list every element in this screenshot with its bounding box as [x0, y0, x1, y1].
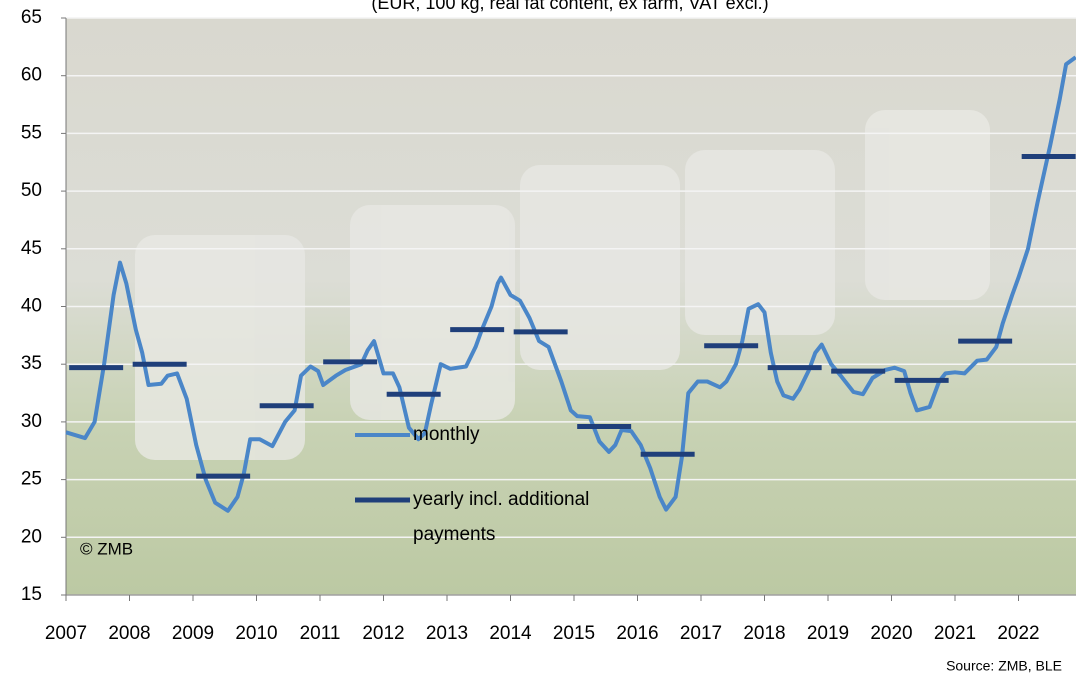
x-tick-label: 2021: [934, 623, 976, 644]
x-tick-label: 2013: [426, 623, 468, 644]
x-tick-label: 2008: [108, 623, 150, 644]
source: Source: ZMB, BLE: [946, 658, 1062, 674]
x-tick-label: 2022: [997, 623, 1039, 644]
x-tick-label: 2007: [45, 623, 87, 644]
y-tick-label: 30: [21, 411, 42, 432]
legend-label: yearly incl. additional payments: [413, 489, 589, 545]
y-tick-label: 50: [21, 180, 42, 201]
x-tick-label: 2019: [807, 623, 849, 644]
y-tick-label: 40: [21, 296, 42, 317]
x-tick-label: 2009: [172, 623, 214, 644]
x-tick-label: 2012: [362, 623, 404, 644]
y-tick-label: 20: [21, 526, 42, 547]
chart-subtitle: (EUR, 100 kg, real fat content, ex farm,…: [371, 0, 768, 13]
annotation: © ZMB: [80, 539, 133, 558]
x-tick-label: 2017: [680, 623, 722, 644]
y-tick-label: 25: [21, 469, 42, 490]
x-tick-label: 2018: [743, 623, 785, 644]
x-tick-label: 2015: [553, 623, 595, 644]
y-tick-label: 65: [21, 7, 42, 28]
x-tick-label: 2011: [300, 623, 341, 644]
y-tick-label: 15: [21, 584, 42, 605]
x-tick-label: 2010: [235, 623, 277, 644]
x-tick-label: 2016: [616, 623, 658, 644]
x-tick-label: 2020: [870, 623, 912, 644]
y-tick-label: 35: [21, 353, 42, 374]
y-tick-label: 45: [21, 238, 42, 259]
y-tick-label: 55: [21, 122, 42, 143]
x-tick-label: 2014: [489, 623, 532, 644]
legend-label: monthly: [413, 424, 480, 445]
y-tick-label: 60: [21, 65, 42, 86]
